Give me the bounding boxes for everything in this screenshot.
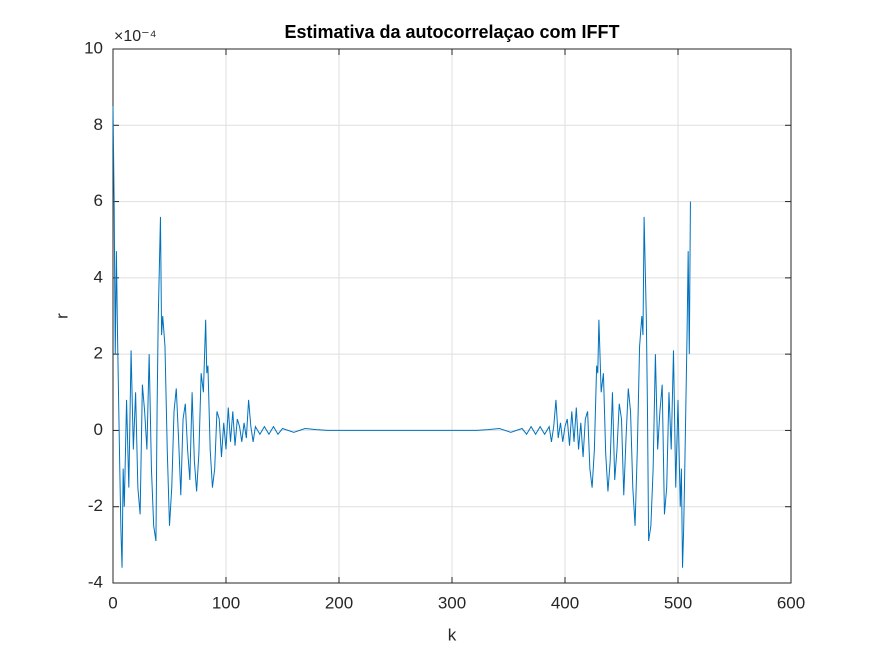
x-tick-label: 0 [108,593,117,612]
y-tick-label: 8 [94,115,103,134]
x-axis-label: k [448,625,457,644]
x-tick-label: 600 [777,593,805,612]
y-tick-label: -2 [88,496,103,515]
y-tick-label: 0 [94,420,103,439]
y-multiplier: ×10⁻⁴ [114,28,157,45]
data-line [112,106,691,568]
y-tick-label: 10 [84,38,103,57]
y-tick-label: 2 [94,344,103,363]
x-tick-label: 200 [325,593,353,612]
y-tick-label: 6 [94,191,103,210]
x-tick-label: 100 [212,593,240,612]
y-tick-label: 4 [94,267,103,286]
chart-title: Estimativa da autocorrelaçao com IFFT [284,22,619,42]
x-tick-label: 300 [438,593,466,612]
x-tick-label: 400 [551,593,579,612]
y-axis-label: r [52,313,71,319]
x-tick-label: 500 [664,593,692,612]
y-tick-label: -4 [88,572,103,591]
